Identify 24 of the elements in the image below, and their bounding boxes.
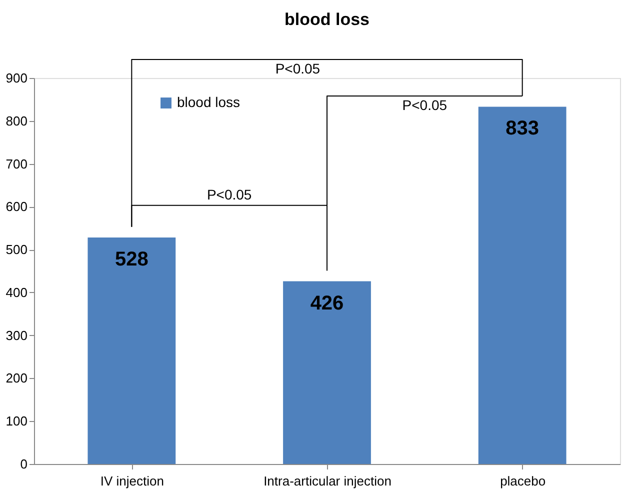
bar — [478, 106, 566, 464]
y-tick-label: 0 — [20, 456, 28, 472]
y-tick-label: 600 — [6, 199, 28, 214]
y-tick-label: 900 — [6, 70, 28, 86]
y-tick-label: 100 — [6, 414, 28, 429]
text: P<0.05 — [275, 60, 320, 77]
bar — [283, 281, 371, 464]
x-tick-label: IV injection — [100, 474, 164, 488]
bar — [88, 238, 176, 464]
annotation: P<0.05 — [402, 97, 448, 114]
x-tick-label: placebo — [500, 474, 546, 488]
x-tick-label: Intra-articular injection — [264, 474, 392, 488]
chart-title: blood loss — [284, 10, 370, 30]
y-tick-label: 800 — [6, 113, 28, 128]
legend-label: blood loss — [177, 94, 240, 110]
y-tick-label: 400 — [6, 284, 28, 300]
data-label: 426 — [310, 292, 344, 314]
annotation: P<0.05 — [206, 186, 252, 202]
y-tick-label: 700 — [6, 156, 28, 172]
data-label: 833 — [506, 118, 540, 140]
y-tick-label: 300 — [6, 328, 28, 343]
y-tick-label: 200 — [6, 370, 28, 386]
y-tick-label: 500 — [6, 242, 28, 258]
data-label: 528 — [114, 248, 148, 271]
